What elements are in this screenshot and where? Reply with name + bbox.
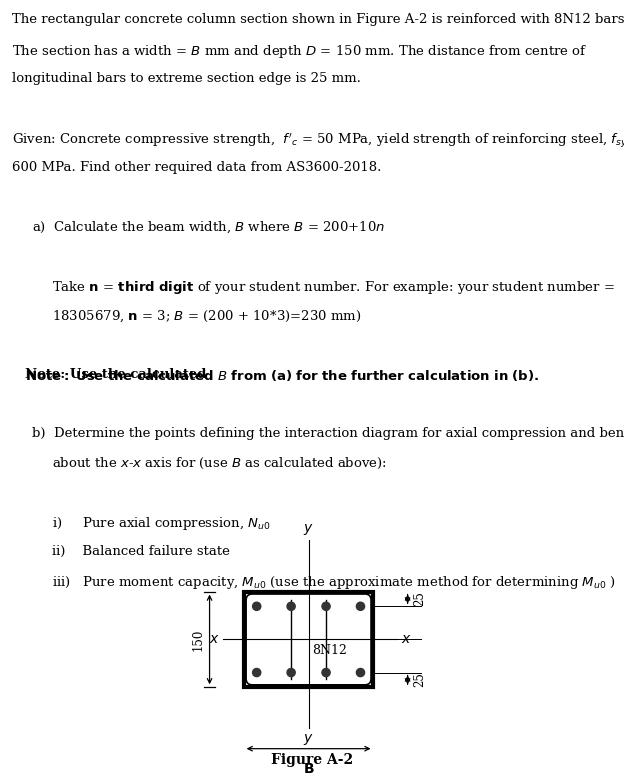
Circle shape — [287, 602, 295, 611]
Text: iii)   Pure moment capacity, $M_{u0}$ (use the approximate method for determinin: iii) Pure moment capacity, $M_{u0}$ (use… — [52, 574, 617, 591]
Text: about the $x$-$x$ axis for (use $B$ as calculated above):: about the $x$-$x$ axis for (use $B$ as c… — [52, 456, 388, 471]
Text: 25: 25 — [412, 673, 426, 688]
Circle shape — [322, 668, 330, 677]
Text: $\mathbf{B}$: $\mathbf{B}$ — [303, 762, 314, 776]
Circle shape — [287, 668, 295, 677]
Text: b)  Determine the points defining the interaction diagram for axial compression : b) Determine the points defining the int… — [32, 427, 624, 440]
Bar — [244, 591, 373, 688]
Circle shape — [356, 602, 364, 611]
Circle shape — [253, 668, 261, 677]
Text: 18305679, $\mathbf{n}$ = 3; $B$ = (200 + 10*3)=230 mm): 18305679, $\mathbf{n}$ = 3; $B$ = (200 +… — [52, 309, 362, 324]
Text: i)     Pure axial compression, $N_{u0}$: i) Pure axial compression, $N_{u0}$ — [52, 515, 271, 532]
Text: Figure A-2: Figure A-2 — [271, 753, 353, 767]
Text: Take $\mathbf{n}$ = $\mathbf{third\ digit}$ of your student number. For example:: Take $\mathbf{n}$ = $\mathbf{third\ digi… — [52, 279, 615, 296]
Text: longitudinal bars to extreme section edge is 25 mm.: longitudinal bars to extreme section edg… — [12, 72, 361, 85]
Text: $y$: $y$ — [303, 522, 314, 537]
Text: Given: Concrete compressive strength,  $f'_c$ = 50 MPa, yield strength of reinfo: Given: Concrete compressive strength, $f… — [12, 131, 624, 150]
Text: a)  Calculate the beam width, $B$ where $B$ = 200+10$n$: a) Calculate the beam width, $B$ where $… — [32, 220, 386, 235]
Text: $\mathbf{Note:\ Use\ the\ calculated\ \mathit{B}\ from\ (a)\ for\ the\ further\ : $\mathbf{Note:\ Use\ the\ calculated\ \m… — [25, 368, 539, 383]
Text: 600 MPa. Find other required data from AS3600-2018.: 600 MPa. Find other required data from A… — [12, 161, 382, 174]
Text: 8N12: 8N12 — [313, 644, 348, 657]
Text: $x$: $x$ — [209, 632, 220, 646]
Text: The rectangular concrete column section shown in Figure A-2 is reinforced with 8: The rectangular concrete column section … — [12, 13, 624, 26]
Text: ii)    Balanced failure state: ii) Balanced failure state — [52, 545, 230, 558]
Text: Note: Use the calculated: Note: Use the calculated — [25, 368, 211, 381]
Circle shape — [322, 602, 330, 611]
Text: 25: 25 — [412, 591, 426, 606]
Text: 150: 150 — [192, 629, 205, 650]
Text: $y$: $y$ — [303, 732, 314, 747]
Text: $x$: $x$ — [401, 632, 411, 646]
Circle shape — [356, 668, 364, 677]
Text: The section has a width = $B$ mm and depth $D$ = 150 mm. The distance from centr: The section has a width = $B$ mm and dep… — [12, 43, 588, 60]
Circle shape — [253, 602, 261, 611]
